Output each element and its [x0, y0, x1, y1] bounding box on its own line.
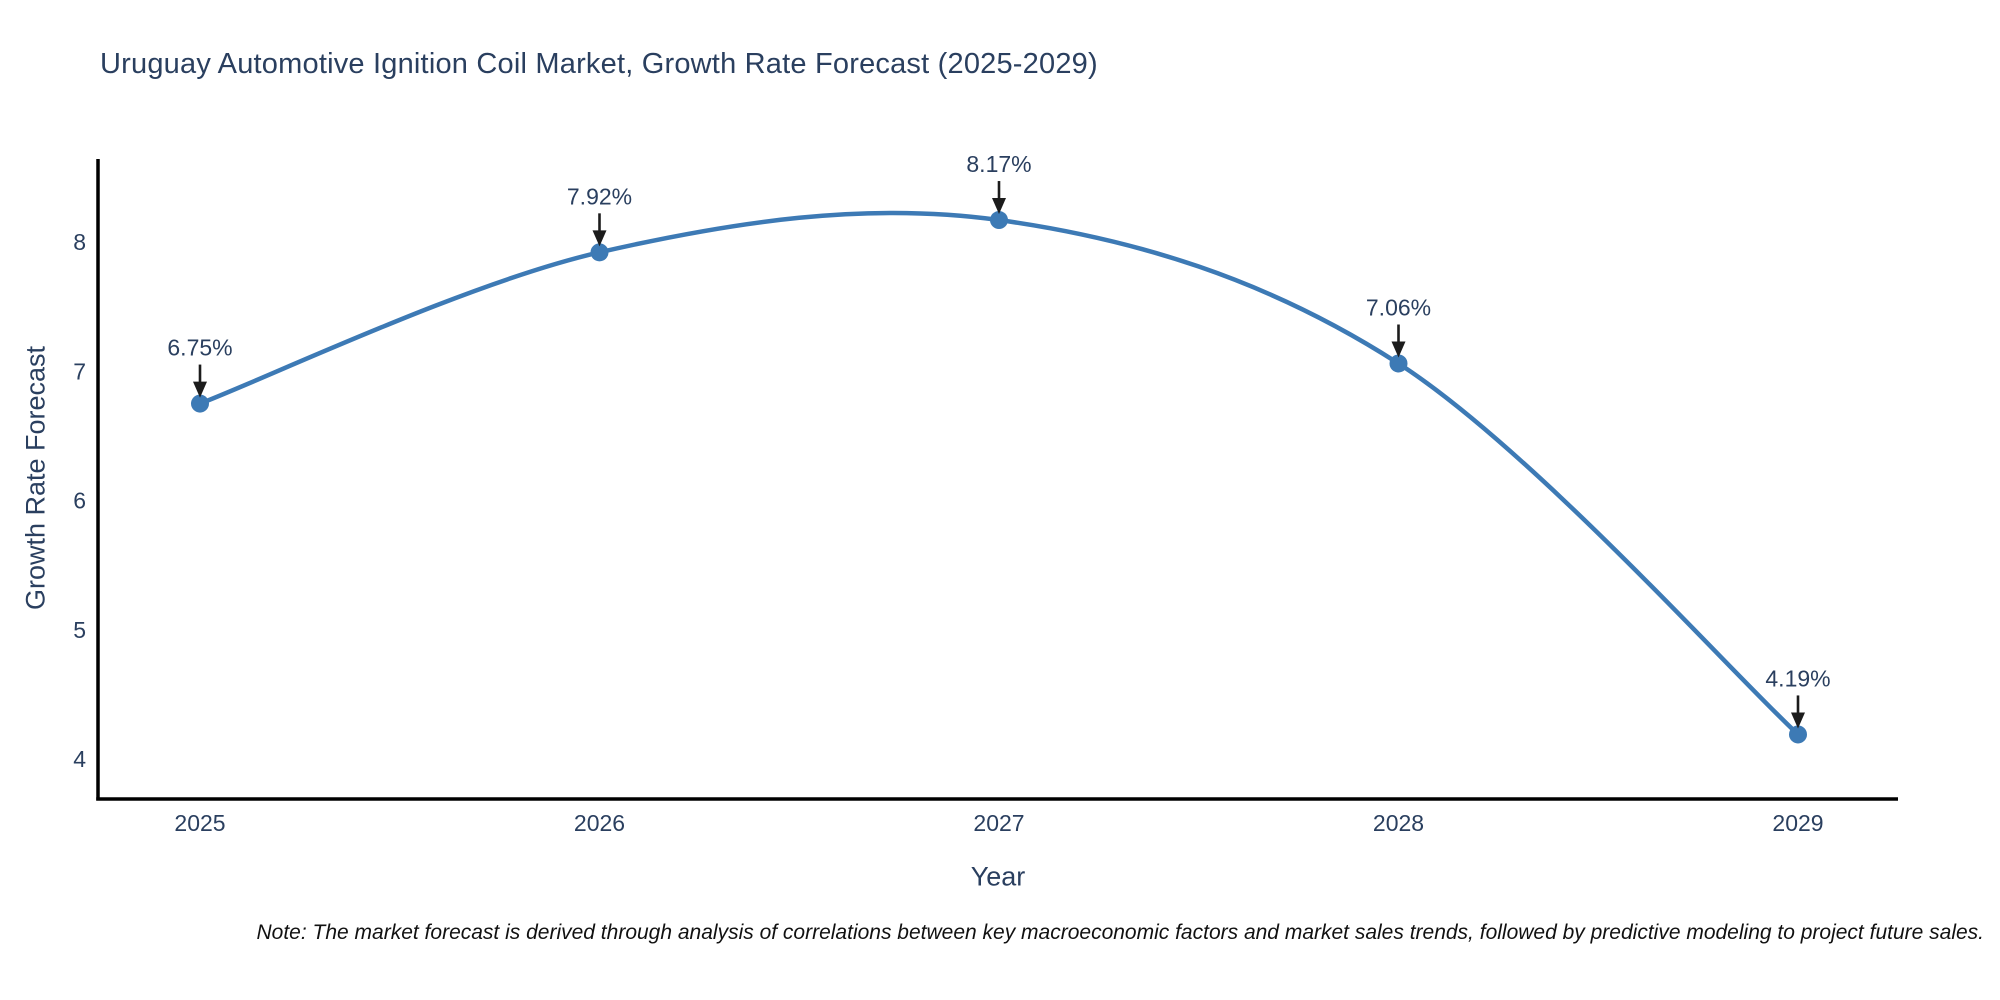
data-point-marker: [1789, 725, 1807, 744]
point-annotations: 6.75% 7.92% 8.17% 7.06% 4.19%: [167, 151, 1831, 729]
annotation-label: 6.75%: [167, 335, 232, 361]
chart-title: Uruguay Automotive Ignition Coil Market,…: [100, 48, 1098, 80]
y-tick-label: 6: [73, 488, 86, 514]
y-tick-labels: 8 7 6 5 4: [73, 229, 86, 772]
x-axis-title: Year: [970, 861, 1026, 892]
y-tick-label: 8: [73, 229, 86, 255]
annotation-arrowhead: [1791, 712, 1805, 729]
annotation-arrowhead: [193, 381, 207, 398]
x-tick-label: 2028: [1373, 810, 1424, 836]
x-tick-label: 2025: [174, 810, 225, 836]
annotation-arrowhead: [592, 230, 607, 247]
annotation-label: 4.19%: [1765, 665, 1830, 691]
x-tick-label: 2027: [973, 810, 1024, 836]
data-point-marker: [191, 394, 209, 413]
y-tick-label: 4: [73, 746, 86, 772]
annotation-label: 7.06%: [1366, 294, 1431, 320]
y-tick-label: 7: [73, 358, 86, 384]
data-point-marker: [590, 243, 609, 262]
y-tick-label: 5: [73, 617, 86, 643]
note-text: Note: The market forecast is derived thr…: [256, 921, 1985, 944]
data-point-marker: [1389, 354, 1408, 373]
annotation-label: 7.92%: [567, 183, 632, 209]
annotation-arrowhead: [992, 198, 1006, 215]
x-tick-labels: 2025 2026 2027 2028 2029: [174, 810, 1823, 836]
series-line: [197, 210, 1801, 737]
x-tick-label: 2029: [1772, 810, 1823, 836]
data-point-marker: [990, 211, 1008, 230]
forecast-series: [191, 210, 1807, 744]
y-axis-title: Growth Rate Forecast: [20, 345, 51, 611]
annotation-label: 8.17%: [966, 151, 1031, 177]
annotation-arrowhead: [1391, 341, 1406, 358]
x-tick-label: 2026: [574, 810, 625, 836]
